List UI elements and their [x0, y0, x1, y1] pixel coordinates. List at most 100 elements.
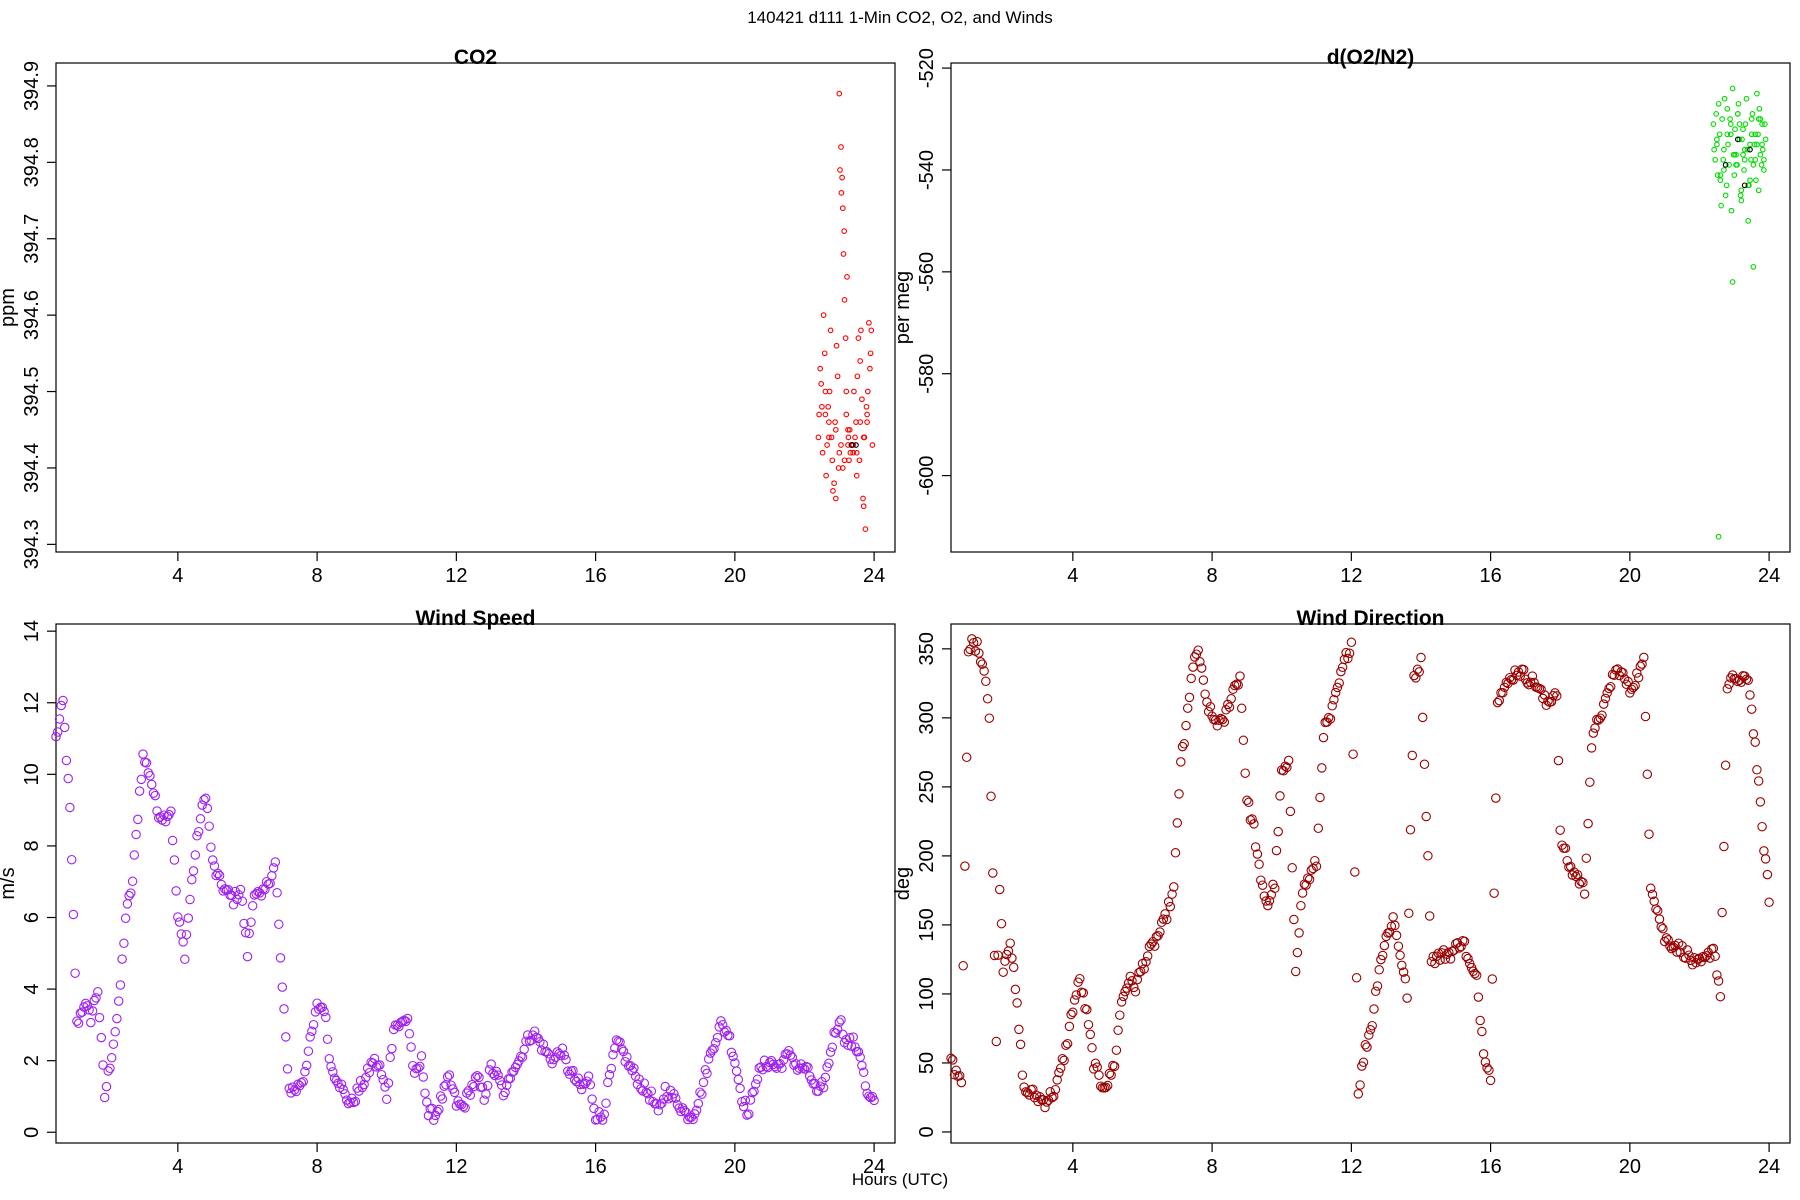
co2-data-point — [847, 449, 854, 456]
wind-direction-data-point — [1630, 680, 1640, 691]
wind-direction-data-point — [1336, 666, 1346, 677]
wind-direction-data-point — [1760, 854, 1771, 864]
co2-data-point — [846, 457, 852, 464]
wind-direction-data-point — [1712, 970, 1722, 980]
wind-direction-data-point — [1579, 889, 1590, 899]
wind-speed-data-point — [174, 917, 185, 927]
co2-data-point — [853, 449, 860, 456]
wind-direction-data-point — [1007, 953, 1017, 963]
wind-direction-data-point — [1404, 908, 1414, 919]
wind-direction-data-point — [1513, 667, 1524, 677]
wind-speed-data-point — [361, 1072, 371, 1083]
co2-data-point — [869, 442, 876, 448]
wind-direction-data-point — [977, 659, 988, 669]
wind-direction-data-point — [1139, 964, 1149, 974]
wind-speed-data-point — [298, 1076, 308, 1087]
wind-speed-data-point — [587, 1094, 597, 1104]
wind-speed-data-point — [731, 1066, 742, 1076]
co2-xtick-label: 20 — [724, 565, 746, 587]
wind-speed-data-point — [328, 1067, 338, 1077]
co2-data-point — [864, 419, 870, 425]
wind-direction-data-point — [1226, 694, 1236, 704]
wind-speed-data-point — [413, 1063, 423, 1073]
wind-speed-data-point — [199, 795, 209, 805]
wind-direction-data-point — [1240, 768, 1250, 778]
wind-speed-data-point — [322, 1034, 333, 1045]
o2n2-data-point — [1721, 146, 1727, 153]
o2n2-data-point — [1758, 162, 1765, 168]
wind-direction-data-point — [1341, 647, 1351, 658]
wind-direction-data-point — [1412, 664, 1423, 675]
wind-direction-ytick-label: 100 — [916, 977, 938, 1010]
wind-speed-data-point — [321, 1012, 331, 1023]
wind-direction-data-point — [1364, 1030, 1374, 1040]
wind-speed-data-point — [406, 1042, 416, 1052]
wind-direction-data-point — [1597, 710, 1607, 721]
o2n2-data-point — [1731, 151, 1738, 158]
wind-speed-data-point — [326, 1061, 336, 1072]
wind-direction-data-point — [1297, 888, 1308, 898]
wind-speed-data-point — [190, 850, 201, 860]
co2-data-point — [863, 403, 870, 410]
wind-speed-data-point — [308, 1019, 319, 1030]
wind-speed-data-point — [347, 1093, 357, 1104]
wind-direction-data-point — [1645, 883, 1656, 894]
wind-direction-data-point — [1078, 988, 1089, 998]
o2n2-data-point — [1740, 126, 1746, 133]
wind-direction-data-point — [1294, 928, 1304, 938]
wind-speed-data-point — [166, 806, 176, 816]
wind-direction-data-point — [972, 636, 982, 647]
wind-speed-data-point — [538, 1039, 549, 1050]
co2-data-point — [830, 488, 836, 494]
wind-speed-data-point — [616, 1044, 627, 1054]
wind-direction-data-point — [1583, 818, 1593, 829]
wind-direction-data-point — [1132, 974, 1143, 985]
wind-direction-data-point — [1346, 637, 1357, 648]
wind-direction-data-point — [1082, 1004, 1092, 1015]
wind-direction-data-point — [1365, 1025, 1376, 1035]
co2-ytick-label: 394.4 — [21, 443, 43, 493]
o2n2-xtick-label: 8 — [1207, 565, 1218, 587]
o2n2-ytick-label: -520 — [916, 48, 938, 88]
wind-direction-data-point — [1238, 735, 1249, 746]
o2n2-data-point — [1727, 131, 1734, 138]
o2n2-data-point — [1749, 111, 1756, 117]
wind-speed-data-point — [465, 1090, 476, 1100]
wind-direction-data-point — [1635, 661, 1646, 672]
wind-direction-xtick-label: 24 — [1758, 1156, 1780, 1178]
wind-speed-data-point — [836, 1015, 846, 1025]
wind-speed-data-point — [665, 1085, 676, 1096]
wind-direction-data-point — [1259, 891, 1270, 901]
wind-speed-data-point — [594, 1107, 604, 1117]
wind-direction-data-point — [1529, 677, 1539, 688]
wind-direction-data-point — [1252, 849, 1263, 859]
wind-speed-data-point — [340, 1089, 350, 1099]
wind-speed-data-point — [187, 874, 197, 885]
wind-direction-data-point — [1757, 821, 1767, 832]
o2n2-data-point — [1724, 105, 1731, 112]
wind-direction-data-point — [1351, 973, 1362, 983]
wind-direction-data-point — [1424, 911, 1435, 921]
wind-direction-data-point — [1713, 976, 1724, 986]
wind-speed-ytick-label: 2 — [21, 1055, 43, 1066]
wind-direction-title: Wind Direction — [1297, 607, 1445, 630]
wind-speed-data-point — [456, 1099, 467, 1110]
wind-direction-data-point — [1656, 922, 1666, 932]
wind-direction-data-point — [1064, 1021, 1075, 1032]
wind-speed-data-point — [213, 868, 223, 879]
wind-speed-data-point — [206, 842, 216, 852]
wind-direction-data-point — [1243, 797, 1254, 808]
o2n2-xtick-label: 4 — [1067, 565, 1078, 587]
co2-data-point — [842, 335, 849, 341]
wind-speed-data-point — [557, 1043, 568, 1054]
o2n2-data-point — [1738, 197, 1745, 204]
wind-direction-data-point — [1552, 691, 1562, 701]
wind-direction-data-point — [1068, 1007, 1078, 1018]
wind-direction-data-point — [1071, 990, 1082, 1000]
o2n2-data-point — [1761, 156, 1767, 163]
co2-data-point — [858, 327, 864, 334]
wind-direction-data-point — [1184, 692, 1195, 703]
co2-ylabel: ppm — [0, 288, 19, 327]
wind-speed-data-point — [709, 1044, 719, 1054]
